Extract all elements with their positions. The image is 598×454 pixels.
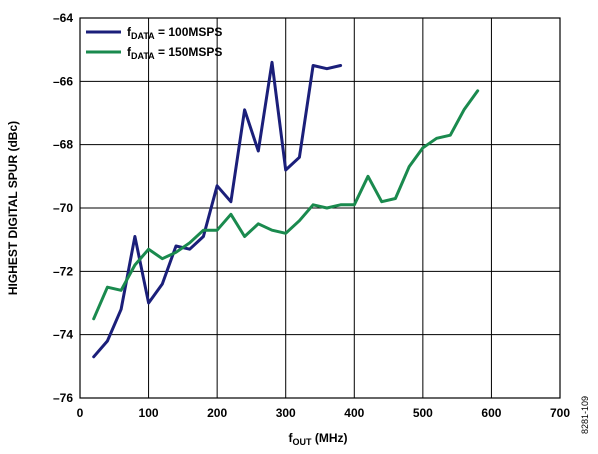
x-tick-label: 300 <box>276 406 296 420</box>
series-line-1 <box>92 60 343 359</box>
x-tick-label: 100 <box>139 406 159 420</box>
x-axis-title-sub: OUT <box>293 437 313 447</box>
x-tick-label: 500 <box>413 406 433 420</box>
y-tick-labels: –64 –66 –68 –70 –72 –74 –76 <box>53 11 73 405</box>
x-tick-label: 700 <box>550 406 570 420</box>
x-tick-label: 400 <box>344 406 364 420</box>
y-tick-label: –76 <box>53 391 73 405</box>
legend-label-sub: DATA <box>131 31 155 41</box>
y-tick-label: –64 <box>53 11 73 25</box>
y-tick-label: –72 <box>53 264 73 278</box>
figure-id: 8281-109 <box>580 396 590 434</box>
y-axis-title: HIGHEST DIGITAL SPUR (dBc) <box>6 121 20 295</box>
plot-frame <box>79 17 561 399</box>
x-tick-label: 200 <box>207 406 227 420</box>
x-axis-title: fOUT (MHz) <box>289 431 348 447</box>
legend-label-rest: = 100MSPS <box>155 25 223 39</box>
x-tick-labels: 0 100 200 300 400 500 600 700 <box>77 406 571 420</box>
legend-label-sub: DATA <box>131 51 155 61</box>
series-line-2 <box>92 89 480 321</box>
legend-label-1: fDATA = 100MSPS <box>127 25 222 41</box>
x-axis-title-unit: (MHz) <box>312 431 348 445</box>
y-tick-label: –74 <box>53 328 73 342</box>
y-tick-label: –70 <box>53 201 73 215</box>
series-lines <box>92 60 480 359</box>
x-axis-title-main: f <box>289 431 294 445</box>
legend-label-main: f <box>127 45 132 59</box>
legend-label-rest: = 150MSPS <box>155 45 223 59</box>
legend-label-2: fDATA = 150MSPS <box>127 45 222 61</box>
x-tick-label: 600 <box>481 406 501 420</box>
x-tick-label: 0 <box>77 406 84 420</box>
y-tick-label: –68 <box>53 138 73 152</box>
grid-lines <box>80 18 560 398</box>
y-tick-label: –66 <box>53 74 73 88</box>
legend-label-main: f <box>127 25 132 39</box>
